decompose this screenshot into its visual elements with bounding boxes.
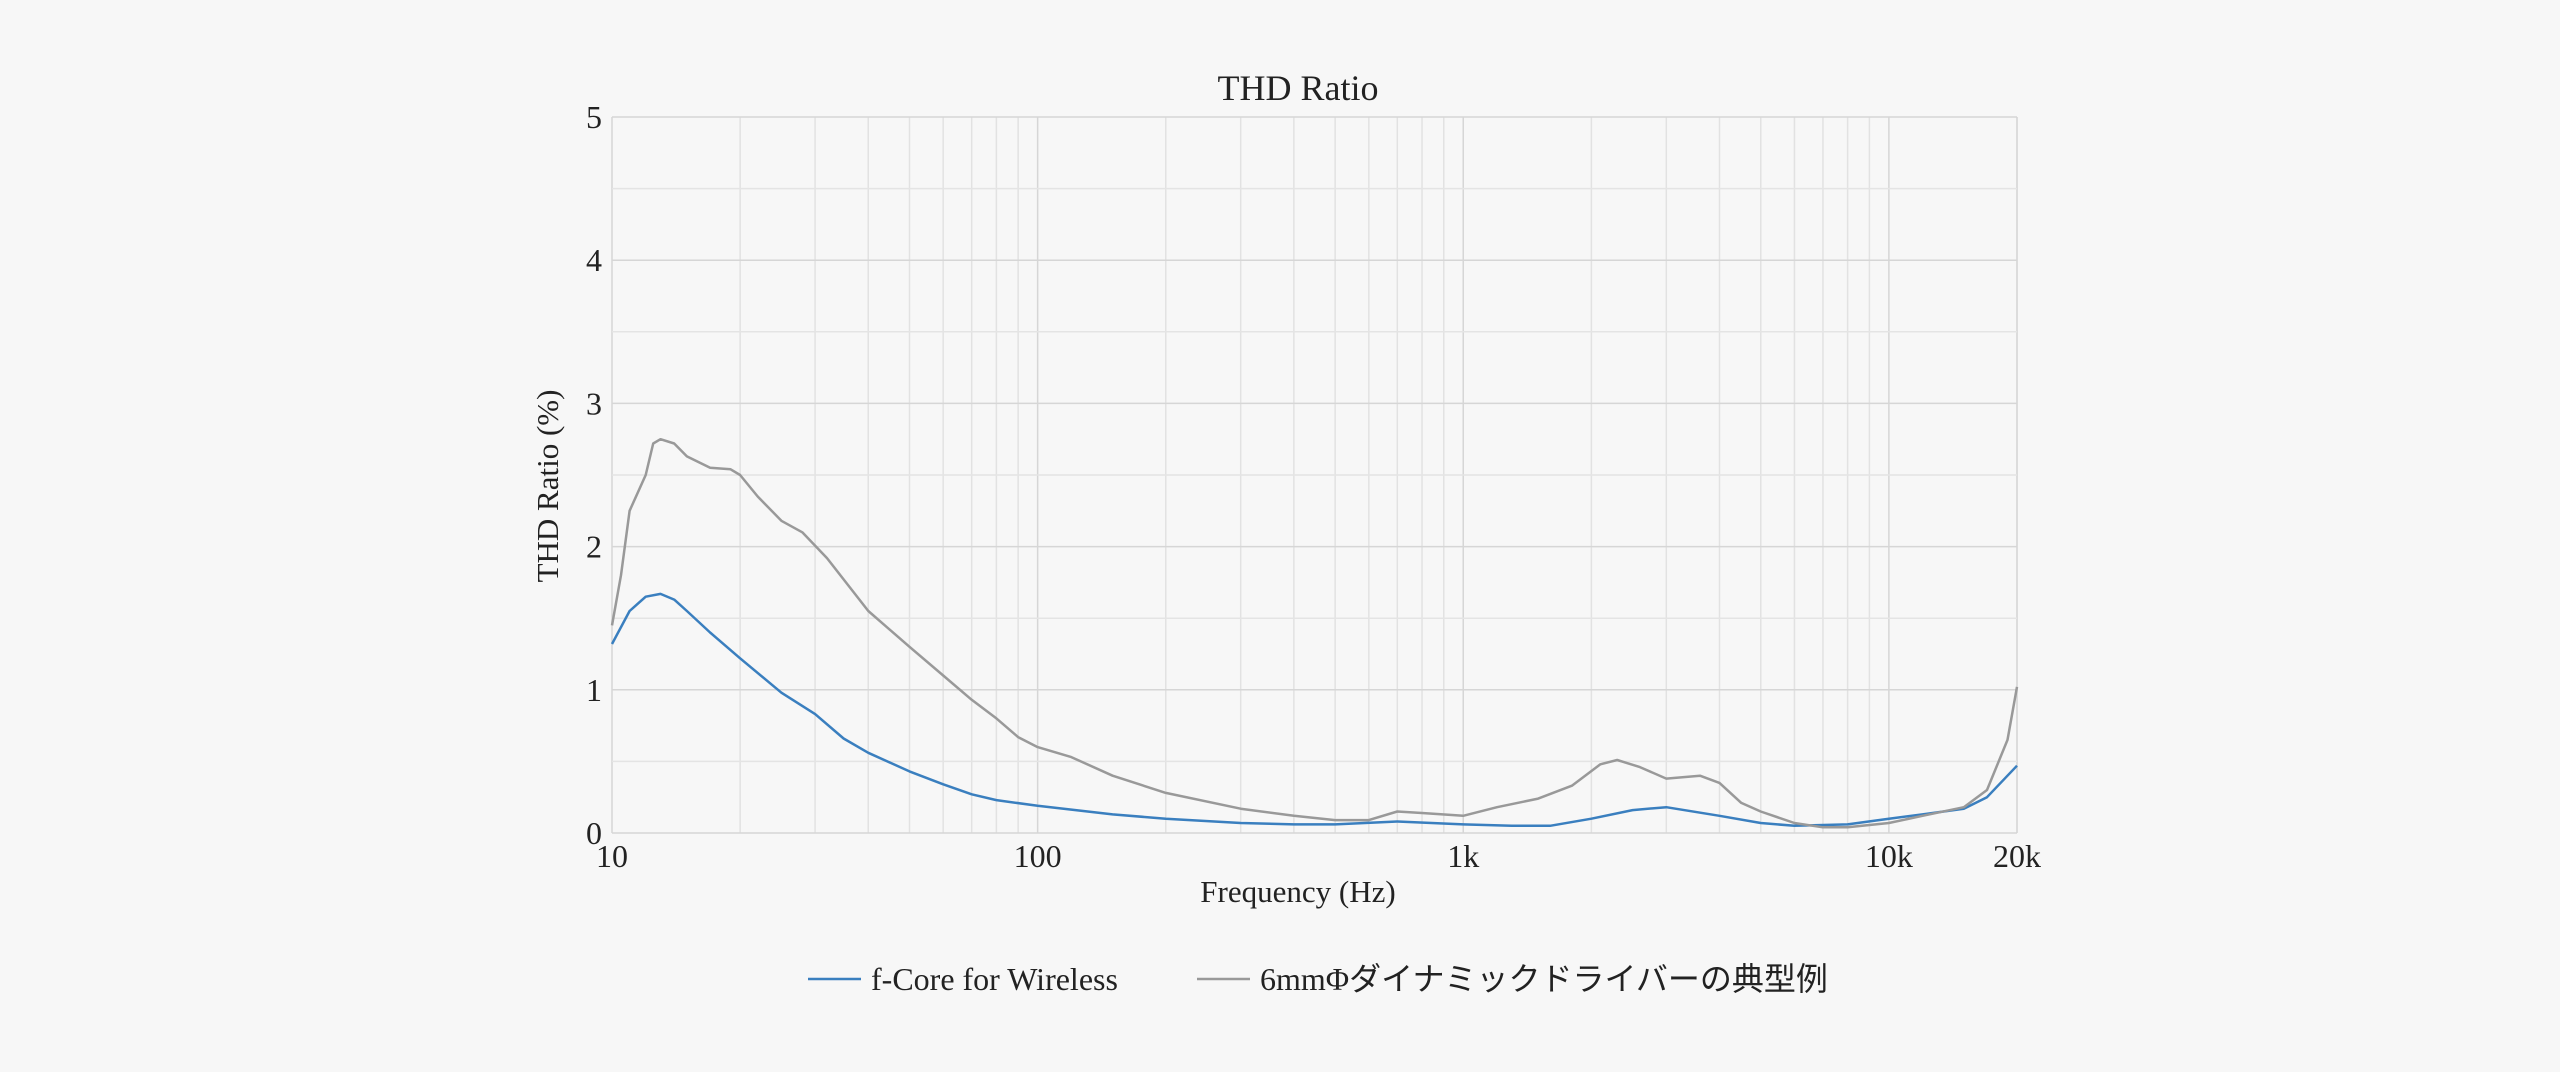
chart-title: THD Ratio <box>1218 68 1379 108</box>
x-tick-label: 10 <box>596 838 628 874</box>
y-tick-label: 2 <box>586 529 602 565</box>
series-layer <box>610 437 2019 829</box>
y-axis-label: THD Ratio (%) <box>530 390 565 583</box>
y-tick-label: 4 <box>586 242 602 278</box>
y-tick-label: 3 <box>586 385 602 421</box>
x-tick-label: 1k <box>1447 838 1479 874</box>
series-line-6mm-driver <box>610 437 2019 829</box>
x-tick-label: 10k <box>1865 838 1913 874</box>
y-tick-label: 5 <box>586 99 602 135</box>
y-tick-label: 1 <box>586 672 602 708</box>
y-tick-label: 0 <box>586 815 602 851</box>
x-tick-label: 100 <box>1014 838 1062 874</box>
x-axis-label: Frequency (Hz) <box>1200 874 1395 909</box>
x-tick-label: 20k <box>1993 838 2041 874</box>
series-line-f-core <box>610 592 2018 828</box>
legend: f-Core for Wireless 6mmΦダイナミックドライバーの典型例 <box>808 961 1828 997</box>
legend-label-6mm-driver: 6mmΦダイナミックドライバーの典型例 <box>1260 961 1828 997</box>
grid-layer <box>611 116 2018 834</box>
tick-layer: 10 100 1k 10k 20k 0 1 2 3 4 5 <box>586 99 2041 874</box>
legend-label-f-core: f-Core for Wireless <box>871 961 1118 997</box>
